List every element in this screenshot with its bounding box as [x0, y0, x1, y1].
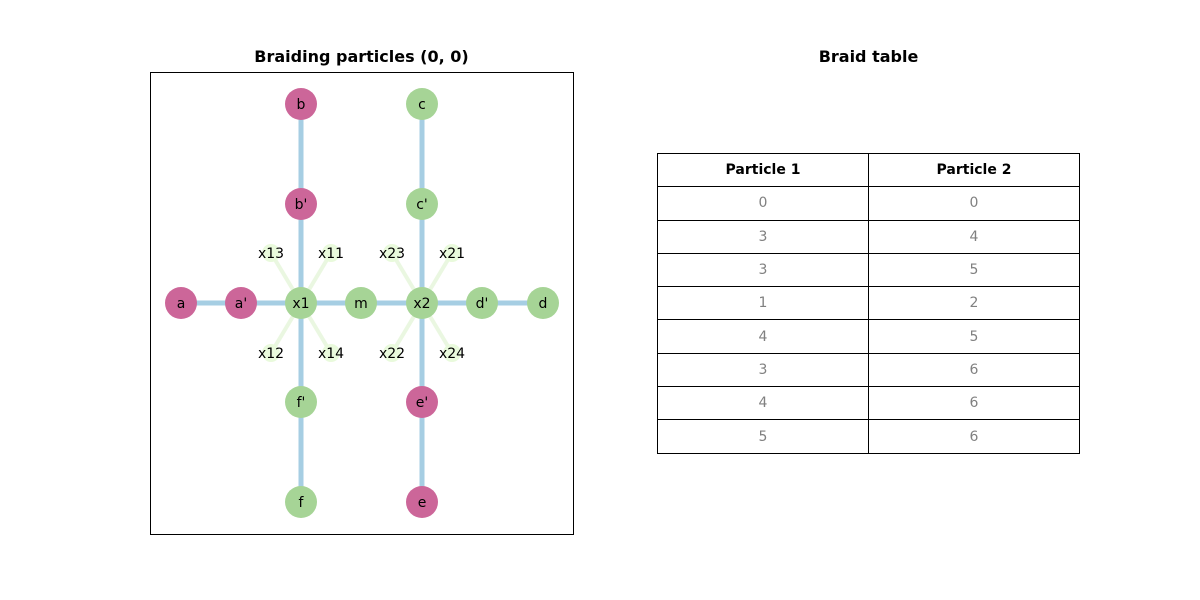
node-label: b' — [295, 197, 308, 213]
diagram-frame — [150, 72, 574, 535]
diagram-title: Braiding particles (0, 0) — [254, 47, 469, 66]
crossing-label-x13: x13 — [258, 246, 284, 262]
cell-particle-1: 3 — [657, 252, 869, 288]
cell-particle-1: 4 — [657, 319, 869, 354]
node-label: c' — [416, 197, 428, 213]
node-b-prime — [285, 188, 317, 220]
node-c-prime — [406, 188, 438, 220]
crossing-label-x11: x11 — [318, 246, 344, 262]
cell-particle-1: 4 — [657, 386, 869, 421]
crossing-marker — [322, 244, 340, 262]
node-label: e — [418, 495, 427, 511]
header-particle-1: Particle 1 — [657, 152, 869, 188]
node-label: b — [297, 97, 306, 113]
cell-particle-2: 5 — [868, 252, 1080, 288]
cell-particle-2: 6 — [868, 386, 1080, 421]
node-a-prime — [225, 287, 257, 319]
node-label: a — [177, 296, 186, 312]
node-label: c — [418, 97, 426, 113]
node-label: m — [354, 296, 368, 312]
node-label: d' — [476, 296, 489, 312]
cell-particle-2: 2 — [868, 286, 1080, 321]
cell-particle-1: 1 — [657, 286, 869, 321]
crossing-marker — [443, 244, 461, 262]
node-x1 — [285, 287, 317, 319]
crossing-marker — [262, 344, 280, 362]
crossing-label-x14: x14 — [318, 346, 344, 362]
node-label: f' — [297, 395, 306, 411]
cell-particle-2: 6 — [868, 352, 1080, 388]
cell-particle-1: 3 — [657, 219, 869, 254]
node-label: f — [299, 495, 305, 511]
crossing-label-x21: x21 — [439, 246, 465, 262]
table-title: Braid table — [818, 47, 919, 66]
cell-particle-2: 5 — [868, 319, 1080, 354]
cell-particle-2: 0 — [868, 186, 1080, 221]
node-e — [406, 486, 438, 518]
table-header-row: Particle 1 Particle 2 — [657, 152, 1080, 188]
header-particle-2: Particle 2 — [868, 152, 1080, 188]
node-e-prime — [406, 386, 438, 418]
cell-particle-1: 0 — [657, 186, 869, 221]
node-m — [345, 287, 377, 319]
cell-particle-1: 5 — [657, 419, 869, 454]
node-b — [285, 88, 317, 120]
crossing-label-x24: x24 — [439, 346, 465, 362]
node-layer: x13 x11 x12 x14 x23 x21 x22 x24 a a' x1 m x2 d' d b b' f'… — [165, 88, 559, 518]
crossing-marker — [383, 244, 401, 262]
crossing-marker — [262, 244, 280, 262]
node-a — [165, 287, 197, 319]
cell-particle-2: 4 — [868, 219, 1080, 254]
node-d-prime — [466, 287, 498, 319]
crossing-label-x23: x23 — [379, 246, 405, 262]
node-c — [406, 88, 438, 120]
crossing-marker — [383, 344, 401, 362]
node-label: a' — [235, 296, 247, 312]
node-label: x1 — [292, 296, 309, 312]
crossing-marker — [322, 344, 340, 362]
node-d — [527, 287, 559, 319]
crossing-label-x12: x12 — [258, 346, 284, 362]
cell-particle-1: 3 — [657, 352, 869, 388]
crossing-label-x22: x22 — [379, 346, 405, 362]
node-x2 — [406, 287, 438, 319]
node-label: x2 — [413, 296, 430, 312]
node-label: e' — [416, 395, 428, 411]
crossing-layer — [262, 244, 461, 362]
node-label: d — [539, 296, 548, 312]
cell-particle-2: 6 — [868, 419, 1080, 454]
node-f-prime — [285, 386, 317, 418]
node-f — [285, 486, 317, 518]
crossing-marker — [443, 344, 461, 362]
